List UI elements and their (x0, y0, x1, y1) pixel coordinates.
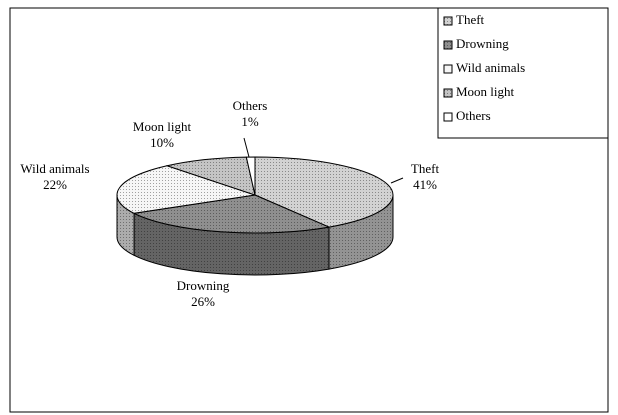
legend-swatch-texture (444, 89, 452, 97)
legend-label: Moon light (456, 84, 515, 99)
data-label-name: Wild animals (20, 161, 89, 176)
data-label-value: 22% (43, 177, 67, 192)
legend-label: Wild animals (456, 60, 525, 75)
data-label-name: Drowning (177, 278, 230, 293)
slice-side-texture (117, 195, 135, 256)
data-label-name: Theft (411, 161, 440, 176)
legend-label: Theft (456, 12, 485, 27)
data-label-value: 41% (413, 177, 437, 192)
legend-swatch (443, 112, 453, 122)
slice (245, 156, 256, 196)
legend-box (437, 7, 609, 139)
legend-label: Others (456, 108, 491, 123)
pie (116, 156, 394, 276)
leader-line (390, 177, 404, 184)
data-label-name: Moon light (133, 119, 192, 134)
leader-line (243, 137, 250, 158)
data-label-value: 10% (150, 135, 174, 150)
slice-side-texture (328, 195, 394, 270)
legend-swatch-texture (444, 41, 452, 49)
slice-texture (116, 165, 255, 214)
legend-swatch-texture (444, 17, 452, 25)
slice-texture (167, 157, 255, 195)
legend: Theft Drowning Wild animals Moon light Other… (437, 7, 609, 139)
data-label-value: 26% (191, 294, 215, 309)
data-label-value: 1% (241, 114, 259, 129)
data-label-name: Others (233, 98, 268, 113)
slice-texture (134, 195, 329, 233)
legend-swatch (443, 64, 453, 74)
slice-side-texture (134, 213, 329, 275)
legend-label: Drowning (456, 36, 509, 51)
